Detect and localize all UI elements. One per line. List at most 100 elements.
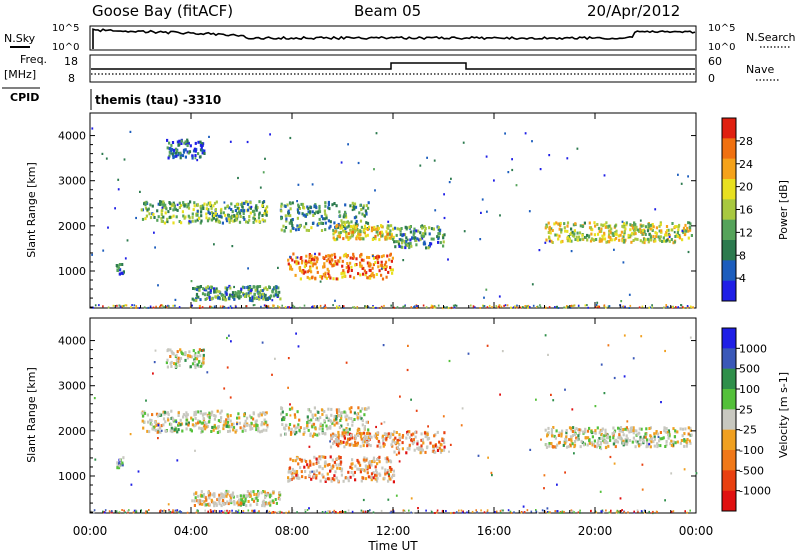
echo-cell — [563, 226, 566, 230]
echo-cell — [624, 305, 626, 308]
echo-cell — [98, 304, 100, 307]
echo-cell — [680, 304, 683, 307]
echo-cell — [310, 276, 314, 280]
echo-cell — [279, 297, 282, 301]
echo-cell — [253, 209, 256, 213]
echo-cell — [316, 257, 319, 261]
echo-cell — [315, 474, 318, 477]
echo-cell — [338, 426, 341, 430]
echo-cell — [287, 209, 290, 213]
echo-cell — [169, 215, 172, 219]
echo-cell — [365, 407, 368, 411]
echo-cell — [324, 455, 327, 459]
echo-cell — [254, 288, 257, 292]
echo-cell — [598, 306, 601, 309]
echo-cell — [232, 426, 236, 430]
echo-cell — [324, 432, 327, 436]
echo-cell — [202, 356, 205, 360]
echo-cell — [512, 306, 515, 309]
echo-cell — [280, 217, 283, 221]
echo-cell — [550, 442, 553, 445]
echo-cell — [398, 244, 401, 248]
echo-cell — [360, 468, 363, 472]
echo-cell — [195, 511, 198, 514]
echo-cell — [167, 304, 169, 307]
echo-cell — [349, 475, 352, 479]
echo-cell — [284, 432, 287, 436]
echo-cell — [321, 425, 324, 429]
echo-cell — [201, 502, 204, 506]
echo-cell — [186, 138, 189, 142]
echo-cell — [227, 214, 230, 218]
echo-cell — [361, 266, 364, 270]
echo-cell — [672, 440, 675, 444]
echo-cell — [262, 297, 265, 301]
echo-cell — [241, 285, 245, 289]
echo-cell — [272, 304, 274, 307]
echo-cell — [308, 507, 310, 510]
echo-cell — [298, 418, 301, 422]
echo-cell — [414, 236, 417, 240]
echo-cell — [688, 221, 691, 224]
echo-cell — [199, 298, 202, 302]
echo-cell — [553, 445, 556, 449]
echo-cell — [392, 438, 395, 442]
echo-cell — [291, 224, 294, 227]
echo-cell — [122, 270, 125, 274]
echo-cell — [372, 458, 375, 462]
echo-cell — [191, 304, 193, 307]
echo-cell — [205, 216, 208, 220]
echo-cell — [303, 225, 306, 229]
echo-cell — [94, 304, 97, 307]
echo-cell — [210, 285, 213, 289]
echo-cell — [637, 228, 640, 232]
echo-cell — [143, 306, 146, 309]
echo-cell — [331, 264, 334, 268]
echo-cell — [687, 236, 690, 240]
echo-cell — [141, 414, 145, 418]
echo-cell — [301, 270, 304, 274]
echo-cell — [197, 152, 200, 156]
echo-cell — [643, 241, 646, 245]
echo-cell — [359, 255, 362, 259]
echo-cell — [204, 421, 207, 425]
echo-cell — [562, 443, 565, 447]
echo-cell — [249, 427, 252, 431]
echo-cell — [346, 235, 349, 239]
echo-cell — [676, 235, 679, 238]
echo-cell — [434, 450, 437, 454]
echo-cell — [381, 434, 384, 438]
echo-cell — [347, 238, 350, 241]
echo-cell — [207, 210, 210, 214]
echo-cell — [349, 204, 352, 208]
echo-cell — [183, 141, 186, 145]
echo-cell — [178, 423, 181, 427]
echo-cell — [639, 219, 642, 222]
echo-cell — [335, 307, 338, 309]
x-tick-label: 04:00 — [174, 524, 209, 538]
echo-cell — [155, 423, 158, 427]
echo-cell — [683, 432, 686, 436]
echo-cell — [345, 266, 348, 270]
echo-cell — [581, 225, 584, 228]
echo-cell — [361, 419, 364, 423]
echo-cell — [223, 306, 225, 309]
echo-cell — [299, 466, 302, 470]
echo-cell — [337, 439, 340, 443]
echo-cell — [196, 213, 199, 217]
echo-cell — [381, 466, 384, 470]
echo-cell — [274, 293, 277, 297]
echo-cell — [673, 240, 676, 244]
echo-cell — [480, 211, 482, 214]
echo-cell — [263, 502, 266, 506]
echo-cell — [295, 256, 298, 260]
echo-cell — [326, 463, 329, 467]
echo-cell — [409, 241, 412, 245]
echo-cell — [557, 222, 560, 226]
echo-cell — [143, 202, 146, 206]
echo-cell — [609, 236, 612, 239]
echo-cell — [182, 214, 185, 218]
echo-cell — [362, 458, 365, 462]
echo-cell — [194, 449, 196, 452]
